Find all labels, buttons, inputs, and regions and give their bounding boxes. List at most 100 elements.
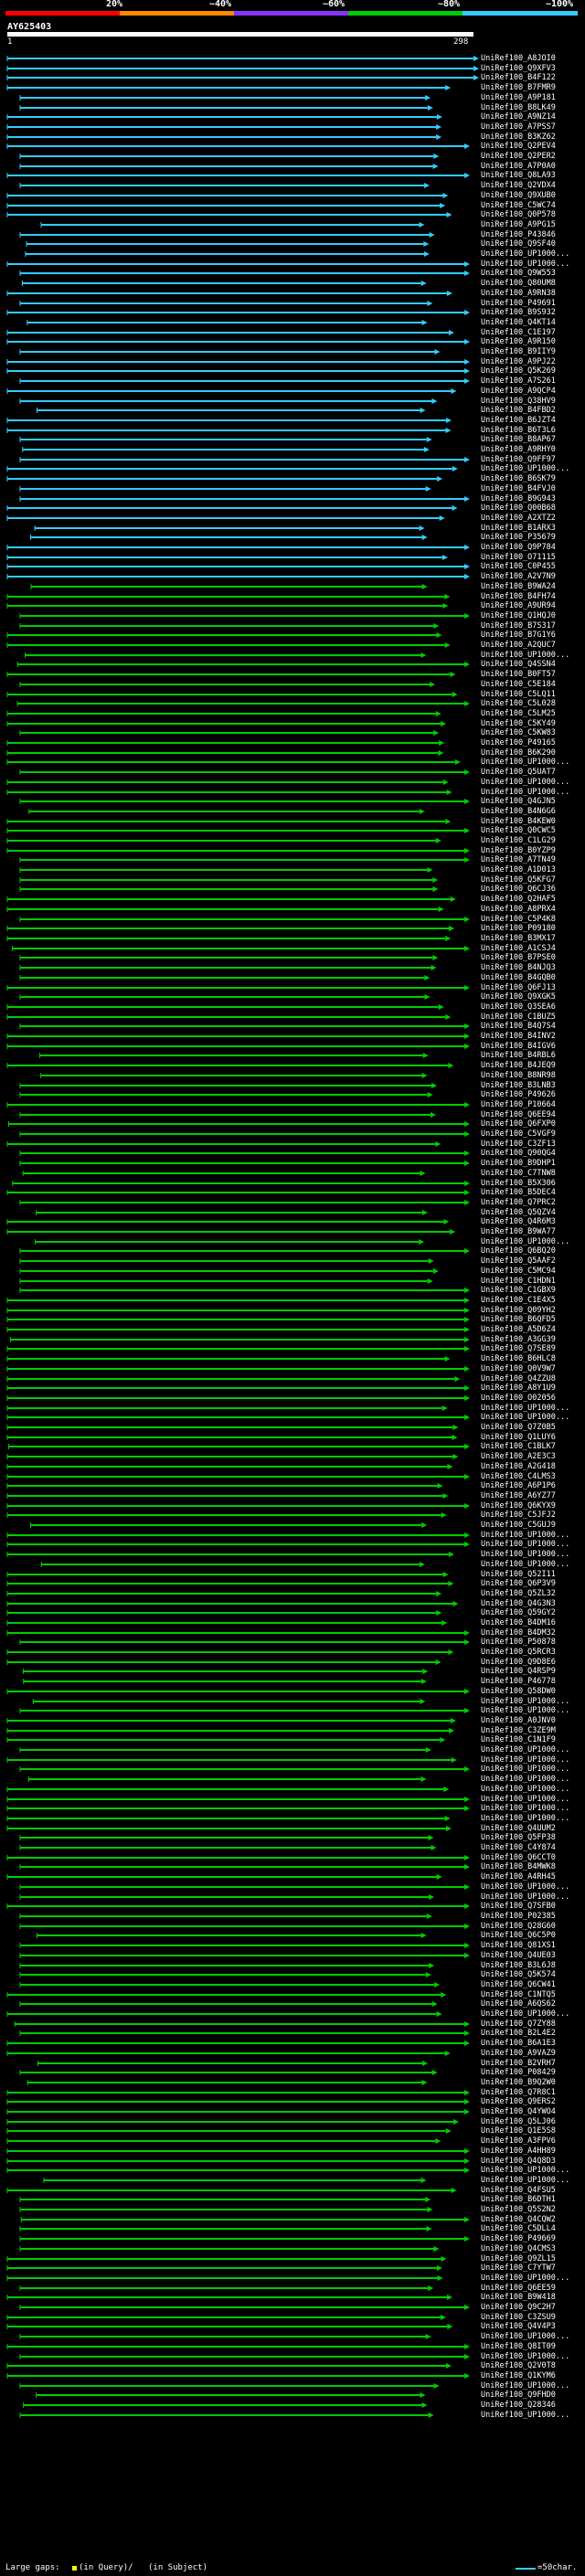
hit-label[interactable]: UniRef100_UP1000... bbox=[481, 1697, 570, 1706]
hit-label[interactable]: UniRef100_C1BLK7 bbox=[481, 1442, 556, 1451]
hit-row[interactable] bbox=[19, 877, 439, 883]
hit-row[interactable] bbox=[6, 1786, 450, 1792]
hit-label[interactable]: UniRef100_B4DM16 bbox=[481, 1618, 556, 1627]
hit-label[interactable]: UniRef100_Q58DW0 bbox=[481, 1687, 556, 1696]
hit-row[interactable] bbox=[6, 1659, 441, 1665]
hit-row[interactable] bbox=[36, 1933, 427, 1938]
hit-row[interactable] bbox=[6, 1395, 470, 1401]
hit-row[interactable] bbox=[6, 1591, 442, 1596]
hit-label[interactable]: UniRef100_Q4Q8D3 bbox=[481, 2157, 556, 2166]
hit-row[interactable] bbox=[6, 2090, 470, 2095]
hit-row[interactable] bbox=[6, 1689, 470, 1694]
hit-row[interactable] bbox=[27, 1776, 427, 1782]
hit-label[interactable]: UniRef100_A1CSJ4 bbox=[481, 944, 556, 953]
hit-row[interactable] bbox=[19, 2197, 431, 2202]
hit-row[interactable] bbox=[6, 1826, 452, 1831]
hit-label[interactable]: UniRef100_B4GQB0 bbox=[481, 973, 556, 982]
hit-label[interactable]: UniRef100_P02385 bbox=[481, 1912, 556, 1921]
hit-label[interactable]: UniRef100_Q0V9W7 bbox=[481, 1364, 556, 1373]
hit-row[interactable] bbox=[19, 955, 439, 960]
hit-label[interactable]: UniRef100_C5KY49 bbox=[481, 719, 556, 728]
hit-row[interactable] bbox=[6, 193, 449, 198]
hit-row[interactable] bbox=[19, 457, 470, 462]
hit-label[interactable]: UniRef100_Q7SFB0 bbox=[481, 1902, 556, 1911]
hit-row[interactable] bbox=[6, 1376, 461, 1382]
hit-label[interactable]: UniRef100_B8AP67 bbox=[481, 435, 556, 444]
hit-row[interactable] bbox=[19, 613, 470, 619]
hit-label[interactable]: UniRef100_A7TN49 bbox=[481, 855, 556, 864]
hit-label[interactable]: UniRef100_B9WA77 bbox=[481, 1227, 556, 1236]
hit-label[interactable]: UniRef100_A8PRX4 bbox=[481, 905, 556, 914]
hit-row[interactable] bbox=[19, 1161, 470, 1166]
hit-row[interactable] bbox=[19, 398, 438, 404]
hit-label[interactable]: UniRef100_Q2HAF5 bbox=[481, 895, 556, 904]
hit-row[interactable] bbox=[19, 1766, 470, 1772]
hit-row[interactable] bbox=[19, 2305, 470, 2310]
hit-row[interactable] bbox=[6, 1385, 470, 1391]
hit-label[interactable]: UniRef100_A2V7N9 bbox=[481, 572, 556, 581]
hit-row[interactable] bbox=[12, 1181, 470, 1186]
hit-row[interactable] bbox=[6, 1405, 448, 1411]
hit-label[interactable]: UniRef100_A9QCP4 bbox=[481, 387, 556, 396]
hit-label[interactable]: UniRef100_A9P181 bbox=[481, 93, 556, 102]
hit-row[interactable] bbox=[6, 2158, 470, 2164]
hit-row[interactable] bbox=[19, 1150, 470, 1156]
hit-label[interactable]: UniRef100_UP1000... bbox=[481, 1413, 570, 1422]
hit-label[interactable]: UniRef100_UP1000... bbox=[481, 1814, 570, 1823]
hit-row[interactable] bbox=[6, 85, 452, 90]
hit-row[interactable] bbox=[19, 1747, 431, 1753]
hit-row[interactable] bbox=[19, 730, 440, 736]
hit-label[interactable]: UniRef100_Q4UUM2 bbox=[481, 1824, 556, 1833]
hit-row[interactable] bbox=[19, 1982, 441, 1988]
hit-row[interactable] bbox=[6, 1298, 470, 1303]
hit-row[interactable] bbox=[40, 222, 425, 228]
hit-label[interactable]: UniRef100_Q6CJ36 bbox=[481, 885, 556, 894]
hit-row[interactable] bbox=[6, 143, 470, 149]
hit-row[interactable] bbox=[6, 1797, 470, 1802]
hit-label[interactable]: UniRef100_Q6CCT0 bbox=[481, 1853, 556, 1862]
hit-label[interactable]: UniRef100_Q28G60 bbox=[481, 1922, 556, 1931]
hit-label[interactable]: UniRef100_C1N1F9 bbox=[481, 1735, 556, 1744]
hit-row[interactable] bbox=[26, 241, 430, 247]
hit-label[interactable]: UniRef100_Q1KYM6 bbox=[481, 2371, 556, 2380]
hit-label[interactable]: UniRef100_B4DM32 bbox=[481, 1628, 556, 1638]
hit-label[interactable]: UniRef100_Q5S2N2 bbox=[481, 2205, 556, 2214]
hit-row[interactable] bbox=[6, 564, 470, 569]
hit-row[interactable] bbox=[19, 1092, 433, 1097]
hit-label[interactable]: UniRef100_Q90QG4 bbox=[481, 1149, 556, 1158]
hit-label[interactable]: UniRef100_Q9D8E6 bbox=[481, 1658, 556, 1667]
hit-label[interactable]: UniRef100_Q9XGK5 bbox=[481, 992, 556, 1002]
hit-row[interactable] bbox=[6, 2275, 443, 2281]
hit-row[interactable] bbox=[6, 476, 443, 482]
hit-row[interactable] bbox=[19, 154, 440, 159]
hit-row[interactable] bbox=[36, 408, 426, 413]
hit-label[interactable]: UniRef100_C5DLL4 bbox=[481, 2224, 556, 2233]
hit-row[interactable] bbox=[6, 1503, 470, 1509]
hit-label[interactable]: UniRef100_B9S932 bbox=[481, 308, 556, 317]
hit-row[interactable] bbox=[19, 975, 431, 981]
hit-label[interactable]: UniRef100_B4INV2 bbox=[481, 1032, 556, 1041]
hit-label[interactable]: UniRef100_Q6EE59 bbox=[481, 2284, 556, 2293]
hit-label[interactable]: UniRef100_B6SK79 bbox=[481, 474, 556, 483]
hit-label[interactable]: UniRef100_A9UR94 bbox=[481, 601, 556, 610]
hit-label[interactable]: UniRef100_A4RH45 bbox=[481, 1872, 556, 1882]
hit-row[interactable] bbox=[6, 114, 442, 120]
hit-label[interactable]: UniRef100_B2L4E2 bbox=[481, 2029, 556, 2038]
hit-row[interactable] bbox=[6, 330, 454, 335]
hit-row[interactable] bbox=[6, 1718, 456, 1723]
hit-row[interactable] bbox=[6, 1630, 470, 1636]
hit-row[interactable] bbox=[36, 1210, 428, 1215]
hit-label[interactable]: UniRef100_C5P4K8 bbox=[481, 915, 556, 924]
hit-label[interactable]: UniRef100_Q9SF40 bbox=[481, 239, 556, 249]
hit-row[interactable] bbox=[40, 1562, 425, 1567]
hit-label[interactable]: UniRef100_Q80UM8 bbox=[481, 279, 556, 288]
hit-label[interactable]: UniRef100_UP1000... bbox=[481, 1775, 570, 1784]
hit-row[interactable] bbox=[23, 1679, 427, 1684]
hit-label[interactable]: UniRef100_UP1000... bbox=[481, 2381, 570, 2390]
hit-row[interactable] bbox=[6, 1874, 442, 1880]
hit-row[interactable] bbox=[22, 1669, 429, 1674]
hit-label[interactable]: UniRef100_B4FVJ0 bbox=[481, 484, 556, 493]
hit-label[interactable]: UniRef100_Q0P578 bbox=[481, 210, 556, 219]
hit-label[interactable]: UniRef100_UP1000... bbox=[481, 1765, 570, 1774]
hit-row[interactable] bbox=[19, 2030, 470, 2036]
